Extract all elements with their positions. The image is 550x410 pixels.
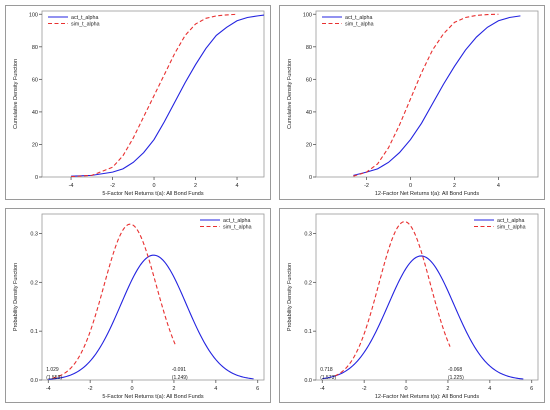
y-tick-label: 80 — [306, 45, 312, 51]
y-tick-label: 0 — [309, 175, 312, 181]
y-tick-label: 0.1 — [304, 329, 312, 335]
y-tick-label: 0.2 — [304, 280, 312, 286]
x-axis-label: 5-Factor Net Returns t(a): All Bond Fund… — [102, 394, 203, 400]
y-tick-label: 20 — [306, 142, 312, 148]
series-line-sim-t-alpha — [71, 13, 238, 177]
x-tick-label: 0 — [405, 386, 408, 392]
x-axis-label: 12-Factor Net Returns t(a): All Bond Fun… — [375, 394, 479, 400]
legend-label: sim_t_alpha — [223, 225, 252, 231]
plot-frame — [41, 10, 265, 178]
y-tick-label: 80 — [32, 45, 38, 51]
series-line-sim-t-alpha — [52, 223, 177, 379]
x-tick-label: -2 — [110, 183, 115, 189]
x-tick-label: 6 — [256, 386, 259, 392]
x-tick-label: 4 — [235, 183, 238, 189]
plot-frame — [315, 213, 539, 381]
y-tick-label: 0.3 — [304, 232, 312, 238]
y-tick-label: 0.0 — [30, 378, 38, 384]
y-tick-label: 100 — [29, 12, 38, 18]
chart-panel-cdf-5-factor: -4 -2 0 2 4 0 20 40 60 80 100 5-Factor Net Returns … — [5, 5, 271, 200]
legend-label: act_t_alpha — [497, 218, 524, 224]
annotation-label: 0.718 — [320, 367, 333, 373]
annotation-label: (1.573) — [320, 375, 336, 381]
x-tick-label: 4 — [488, 386, 491, 392]
x-tick-label: 2 — [446, 386, 449, 392]
x-tick-label: 2 — [194, 183, 197, 189]
y-axis-label: Cumulative Density Function — [287, 59, 293, 129]
x-tick-label: 6 — [530, 386, 533, 392]
x-tick-label: 0 — [409, 183, 412, 189]
x-tick-label: 0 — [131, 386, 134, 392]
chart-svg: -4 -2 0 2 4 6 0.0 0.1 0.2 0.3 12-Factor Net Return… — [287, 213, 539, 400]
y-tick-label: 60 — [306, 77, 312, 83]
y-tick-label: 0 — [35, 175, 38, 181]
y-axis-label: Probability Density Function — [287, 263, 293, 331]
y-tick-label: 40 — [32, 110, 38, 116]
series-line-act-t-alpha — [322, 255, 524, 380]
legend-label: sim_t_alpha — [71, 22, 100, 28]
y-tick-label: 20 — [32, 142, 38, 148]
legend-label: act_t_alpha — [345, 15, 372, 21]
x-tick-label: -2 — [364, 183, 369, 189]
chart-svg: -4 -2 0 2 4 6 0.0 0.1 0.2 0.3 5-Factor Net Returns… — [13, 213, 265, 400]
y-tick-label: 0.0 — [304, 378, 312, 384]
annotation-label: (1.249) — [172, 375, 188, 381]
x-tick-label: 2 — [172, 386, 175, 392]
legend-label: act_t_alpha — [223, 218, 250, 224]
series-line-act-t-alpha — [353, 15, 521, 176]
series-line-act-t-alpha — [48, 254, 254, 380]
x-tick-label: -4 — [320, 386, 325, 392]
annotation-label: (1.559) — [46, 375, 62, 381]
chart-panel-pdf-12-factor: -4 -2 0 2 4 6 0.0 0.1 0.2 0.3 12-Factor Net Return… — [279, 208, 545, 403]
series-line-sim-t-alpha — [353, 13, 499, 177]
series-line-act-t-alpha — [71, 14, 264, 177]
annotation-label: -0.068 — [448, 367, 462, 373]
legend-label: sim_t_alpha — [497, 225, 526, 231]
x-tick-label: 4 — [214, 386, 217, 392]
y-tick-label: 0.2 — [30, 280, 38, 286]
chart-panel-cdf-12-factor: -2 0 2 4 0 20 40 60 80 100 12-Factor Net Returns t… — [279, 5, 545, 200]
chart-panel-pdf-5-factor: -4 -2 0 2 4 6 0.0 0.1 0.2 0.3 5-Factor Net Returns… — [5, 208, 271, 403]
y-tick-label: 0.1 — [30, 329, 38, 335]
x-axis-label: 5-Factor Net Returns t(a): All Bond Fund… — [102, 191, 203, 197]
x-tick-label: -4 — [46, 386, 51, 392]
y-tick-label: 40 — [306, 110, 312, 116]
x-tick-label: -4 — [69, 183, 74, 189]
legend-label: act_t_alpha — [71, 15, 98, 21]
y-tick-label: 0.3 — [30, 232, 38, 238]
annotation-label: 1.029 — [46, 367, 59, 373]
plot-frame — [41, 213, 265, 381]
y-axis-label: Cumulative Density Function — [13, 59, 19, 129]
y-tick-label: 60 — [32, 77, 38, 83]
annotation-label: (1.225) — [448, 375, 464, 381]
x-axis-label: 12-Factor Net Returns t(a): All Bond Fun… — [375, 191, 479, 197]
y-tick-label: 100 — [303, 12, 312, 18]
plot-frame — [315, 10, 539, 178]
x-tick-label: 4 — [497, 183, 500, 189]
x-tick-label: 0 — [153, 183, 156, 189]
x-tick-label: 2 — [453, 183, 456, 189]
legend-label: sim_t_alpha — [345, 22, 374, 28]
annotation-label: -0.091 — [172, 367, 186, 373]
series-line-sim-t-alpha — [334, 221, 451, 377]
y-axis-label: Probability Density Function — [13, 263, 19, 331]
x-tick-label: -2 — [362, 386, 367, 392]
x-tick-label: -2 — [88, 386, 93, 392]
